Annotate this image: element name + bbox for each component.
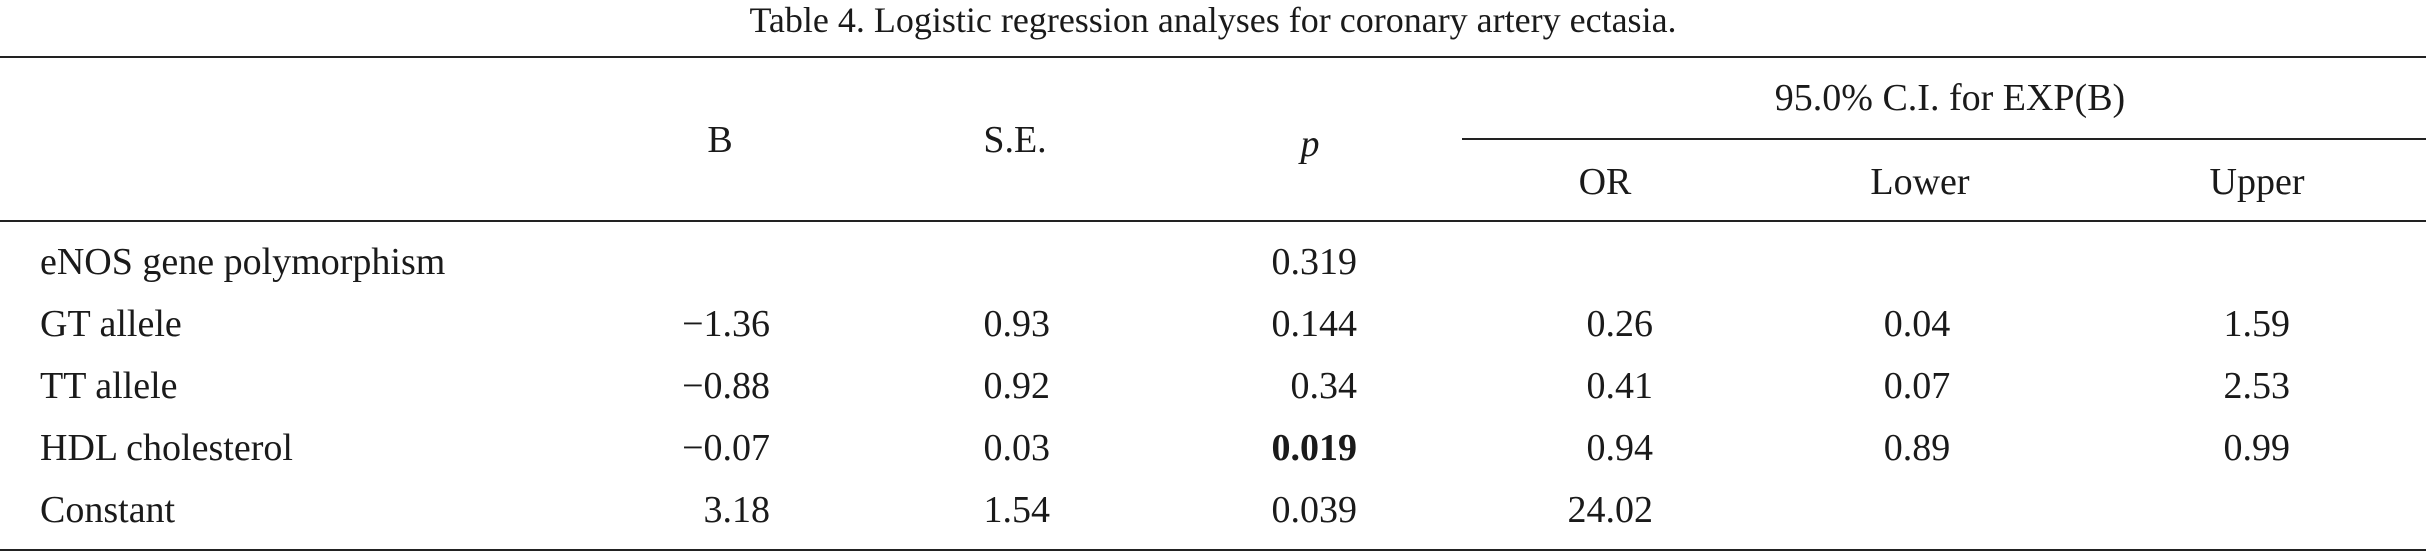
table-caption: Table 4. Logistic regression analyses fo…	[749, 0, 1677, 40]
ci-group-rule	[1462, 138, 2426, 140]
bottom-rule	[0, 549, 2426, 551]
header-b: B	[707, 119, 733, 161]
cell-p: 0.319	[1271, 241, 1358, 283]
cell-se: 0.92	[983, 365, 1051, 407]
header-or: OR	[1578, 161, 1632, 203]
cell-lower: 0.04	[1883, 303, 1951, 345]
cell-p: 0.34	[1290, 365, 1358, 407]
header-bottom-rule	[0, 220, 2426, 222]
header-p: p	[1300, 123, 1320, 165]
cell-p: 0.019	[1271, 427, 1358, 469]
cell-upper: 0.99	[2223, 427, 2291, 469]
row-label: eNOS gene polymorphism	[40, 241, 446, 283]
cell-b: −0.07	[682, 427, 770, 469]
cell-or: 24.02	[1567, 489, 1654, 531]
cell-b: 3.18	[703, 489, 771, 531]
cell-se: 0.03	[983, 427, 1051, 469]
row-label: Constant	[40, 489, 176, 531]
row-label: TT allele	[40, 365, 178, 407]
top-rule	[0, 56, 2426, 58]
cell-upper: 2.53	[2223, 365, 2291, 407]
header-se: S.E.	[983, 119, 1047, 161]
header-upper: Upper	[2209, 161, 2305, 203]
header-ci-group: 95.0% C.I. for EXP(B)	[1774, 77, 2126, 119]
cell-se: 0.93	[983, 303, 1051, 345]
cell-or: 0.26	[1586, 303, 1654, 345]
cell-lower: 0.89	[1883, 427, 1951, 469]
cell-or: 0.94	[1586, 427, 1654, 469]
cell-b: −0.88	[682, 365, 770, 407]
cell-or: 0.41	[1586, 365, 1654, 407]
cell-p: 0.039	[1271, 489, 1358, 531]
cell-b: −1.36	[682, 303, 770, 345]
cell-upper: 1.59	[2223, 303, 2291, 345]
cell-lower: 0.07	[1883, 365, 1951, 407]
row-label: GT allele	[40, 303, 182, 345]
cell-p: 0.144	[1271, 303, 1358, 345]
cell-se: 1.54	[983, 489, 1051, 531]
row-label: HDL cholesterol	[40, 427, 293, 469]
header-lower: Lower	[1870, 161, 1970, 203]
